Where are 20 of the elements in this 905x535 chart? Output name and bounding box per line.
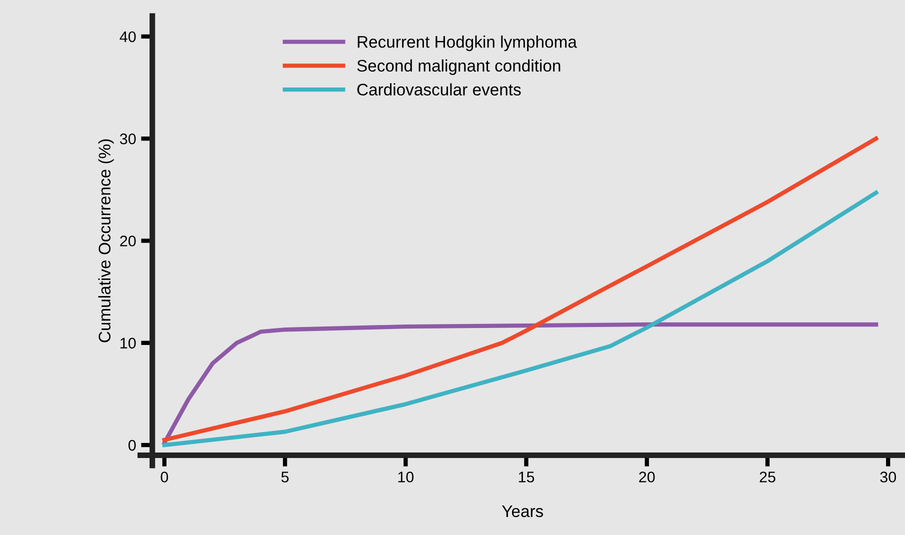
legend-label: Recurrent Hodgkin lymphoma [358, 36, 577, 52]
y-tick-label: 0 [128, 440, 136, 451]
x-tick-label: 25 [760, 472, 776, 482]
y-axis-title: Cumulative Occurrence (%) [98, 139, 114, 342]
y-tick-label: 20 [120, 236, 136, 246]
y-tick-label: 10 [120, 338, 136, 349]
x-tick-label: 0 [160, 472, 168, 482]
line-series [162, 136, 878, 442]
x-axis-title: Years [502, 506, 544, 518]
x-tick-label: 5 [281, 472, 289, 482]
x-tick-label: 30 [880, 472, 896, 482]
x-tick-label: 20 [639, 472, 655, 482]
x-tick-label: 15 [518, 472, 534, 482]
y-tick-label: 30 [120, 133, 136, 144]
legend-label: Second malignant condition [357, 59, 560, 75]
y-tick-label: 40 [120, 31, 136, 42]
legend-label: Cardiovascular events [357, 83, 521, 96]
x-tick-label: 10 [398, 472, 414, 482]
line-series [162, 322, 878, 446]
line-series [162, 190, 878, 448]
